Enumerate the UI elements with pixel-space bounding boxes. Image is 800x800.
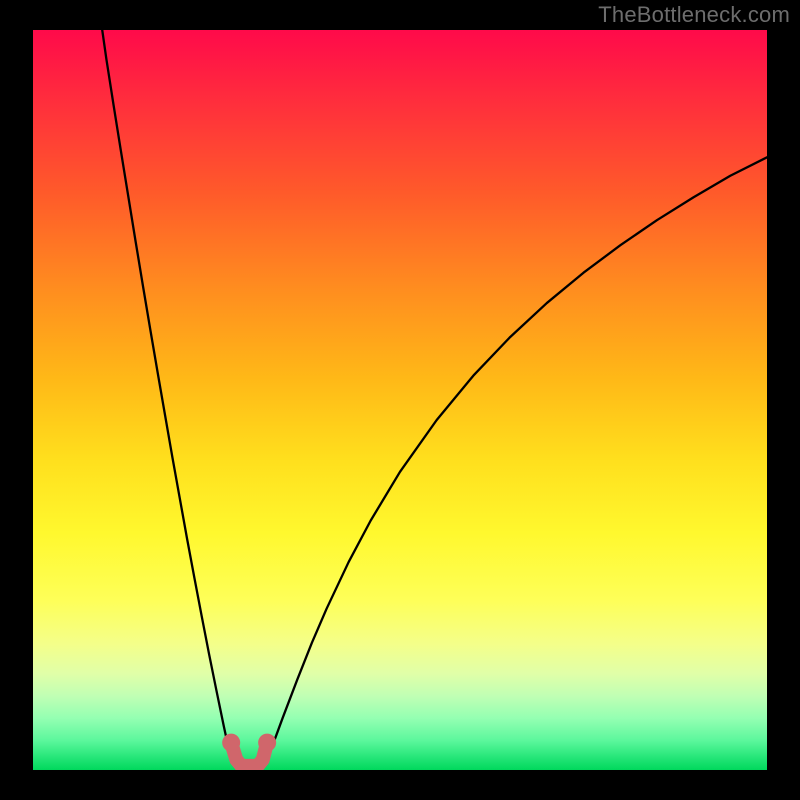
curve-left_branch [99, 8, 251, 768]
curve-right_branch [251, 157, 767, 768]
valley-marker-dot [222, 734, 240, 752]
chart-svg [0, 0, 800, 800]
watermark-text: TheBottleneck.com [598, 2, 790, 28]
valley-marker-dot [258, 734, 276, 752]
chart-frame: TheBottleneck.com [0, 0, 800, 800]
